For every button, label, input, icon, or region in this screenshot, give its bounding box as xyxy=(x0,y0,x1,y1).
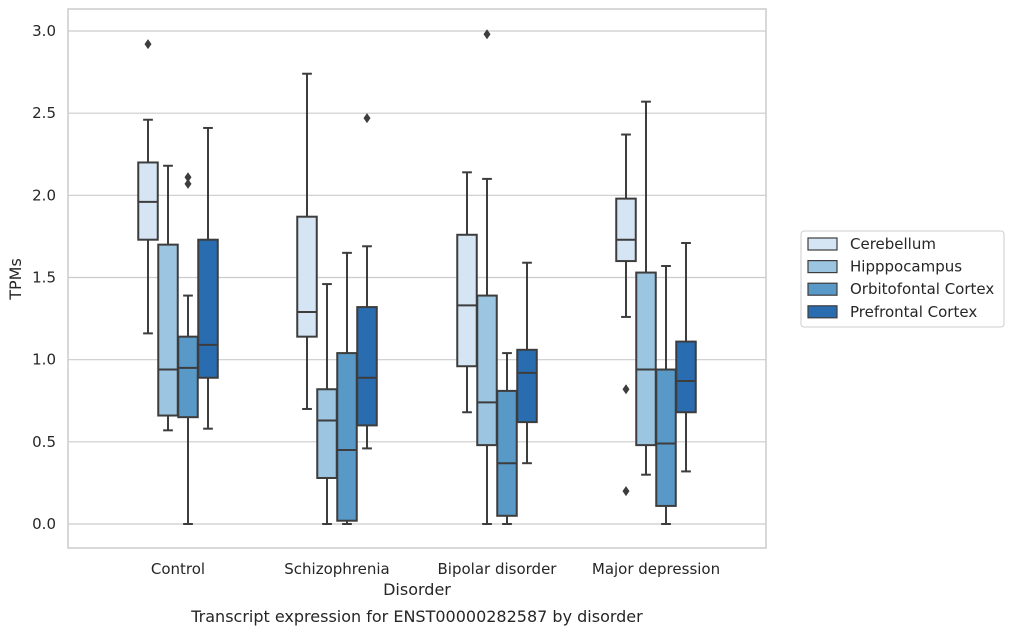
legend-swatch xyxy=(807,282,838,296)
legend-label: Hipppocampus xyxy=(850,258,962,276)
axis-layer: 0.0 0.5 1.0 1.5 2.0 2.5 3.0 Control Schizophreni… xyxy=(32,22,720,578)
box-cerebellum-major-depression xyxy=(615,133,637,497)
box-prefrontal-cortex-control xyxy=(197,126,219,430)
x-tick-label: Major depression xyxy=(592,560,720,578)
legend-swatch xyxy=(807,237,838,251)
y-tick-label: 1.0 xyxy=(32,351,56,369)
box-hipppocampus-major-depression xyxy=(635,100,657,476)
outlier-point xyxy=(622,486,630,497)
box-body xyxy=(157,243,179,417)
x-tick-label: Bipolar disorder xyxy=(438,560,558,578)
box-body xyxy=(177,335,199,419)
y-tick-label: 0.0 xyxy=(32,515,56,533)
legend-label: Cerebellum xyxy=(850,235,936,253)
box-body xyxy=(655,368,677,507)
marks-layer xyxy=(137,29,697,525)
box-body xyxy=(296,215,318,338)
box-hipppocampus-control xyxy=(157,164,179,432)
box-body xyxy=(456,233,478,368)
chart-caption: Transcript expression for ENST0000028258… xyxy=(190,607,643,626)
outlier-point xyxy=(363,113,371,124)
legend-label: Orbitofontal Cortex xyxy=(850,280,994,298)
box-body xyxy=(615,197,637,263)
box-body xyxy=(635,271,657,447)
box-body xyxy=(476,294,498,447)
y-tick-label: 0.5 xyxy=(32,433,56,451)
box-cerebellum-bipolar-disorder xyxy=(456,171,478,414)
box-body xyxy=(336,352,358,522)
x-tick-label: Control xyxy=(151,560,205,578)
y-tick-label: 1.5 xyxy=(32,269,56,287)
box-body xyxy=(197,238,219,379)
legend-swatch xyxy=(807,260,838,274)
box-prefrontal-cortex-bipolar-disorder xyxy=(516,261,538,465)
x-tick-label: Schizophrenia xyxy=(284,560,389,578)
box-cerebellum-control xyxy=(137,39,159,335)
box-orbitofontal-cortex-major-depression xyxy=(655,264,677,525)
outlier-point xyxy=(184,172,192,183)
y-tick-label: 3.0 xyxy=(32,22,56,40)
box-orbitofontal-cortex-schizophrenia xyxy=(336,251,358,525)
box-body xyxy=(316,388,338,479)
box-body xyxy=(675,340,697,414)
x-axis-title: Disorder xyxy=(383,580,451,599)
box-orbitofontal-cortex-control xyxy=(177,172,199,525)
box-hipppocampus-schizophrenia xyxy=(316,283,338,525)
box-body xyxy=(356,306,378,427)
legend-swatch xyxy=(807,305,838,319)
legend: Cerebellum Hipppocampus Orbitofontal Corte… xyxy=(800,230,1005,328)
box-body xyxy=(516,348,538,424)
y-tick-label: 2.5 xyxy=(32,104,56,122)
y-axis-title: TPMs xyxy=(6,258,25,301)
box-orbitofontal-cortex-bipolar-disorder xyxy=(496,352,518,525)
outlier-point xyxy=(622,384,630,395)
y-tick-label: 2.0 xyxy=(32,186,56,204)
plot-frame xyxy=(67,8,767,549)
legend-label: Prefrontal Cortex xyxy=(850,303,977,321)
box-body xyxy=(496,389,518,517)
outlier-point xyxy=(144,39,152,50)
outlier-point xyxy=(184,178,192,189)
legend-frame xyxy=(800,230,1005,328)
box-cerebellum-schizophrenia xyxy=(296,72,318,410)
box-prefrontal-cortex-major-depression xyxy=(675,241,697,473)
outlier-point xyxy=(483,29,491,40)
box-prefrontal-cortex-schizophrenia xyxy=(356,113,378,450)
box-hipppocampus-bipolar-disorder xyxy=(476,29,498,525)
